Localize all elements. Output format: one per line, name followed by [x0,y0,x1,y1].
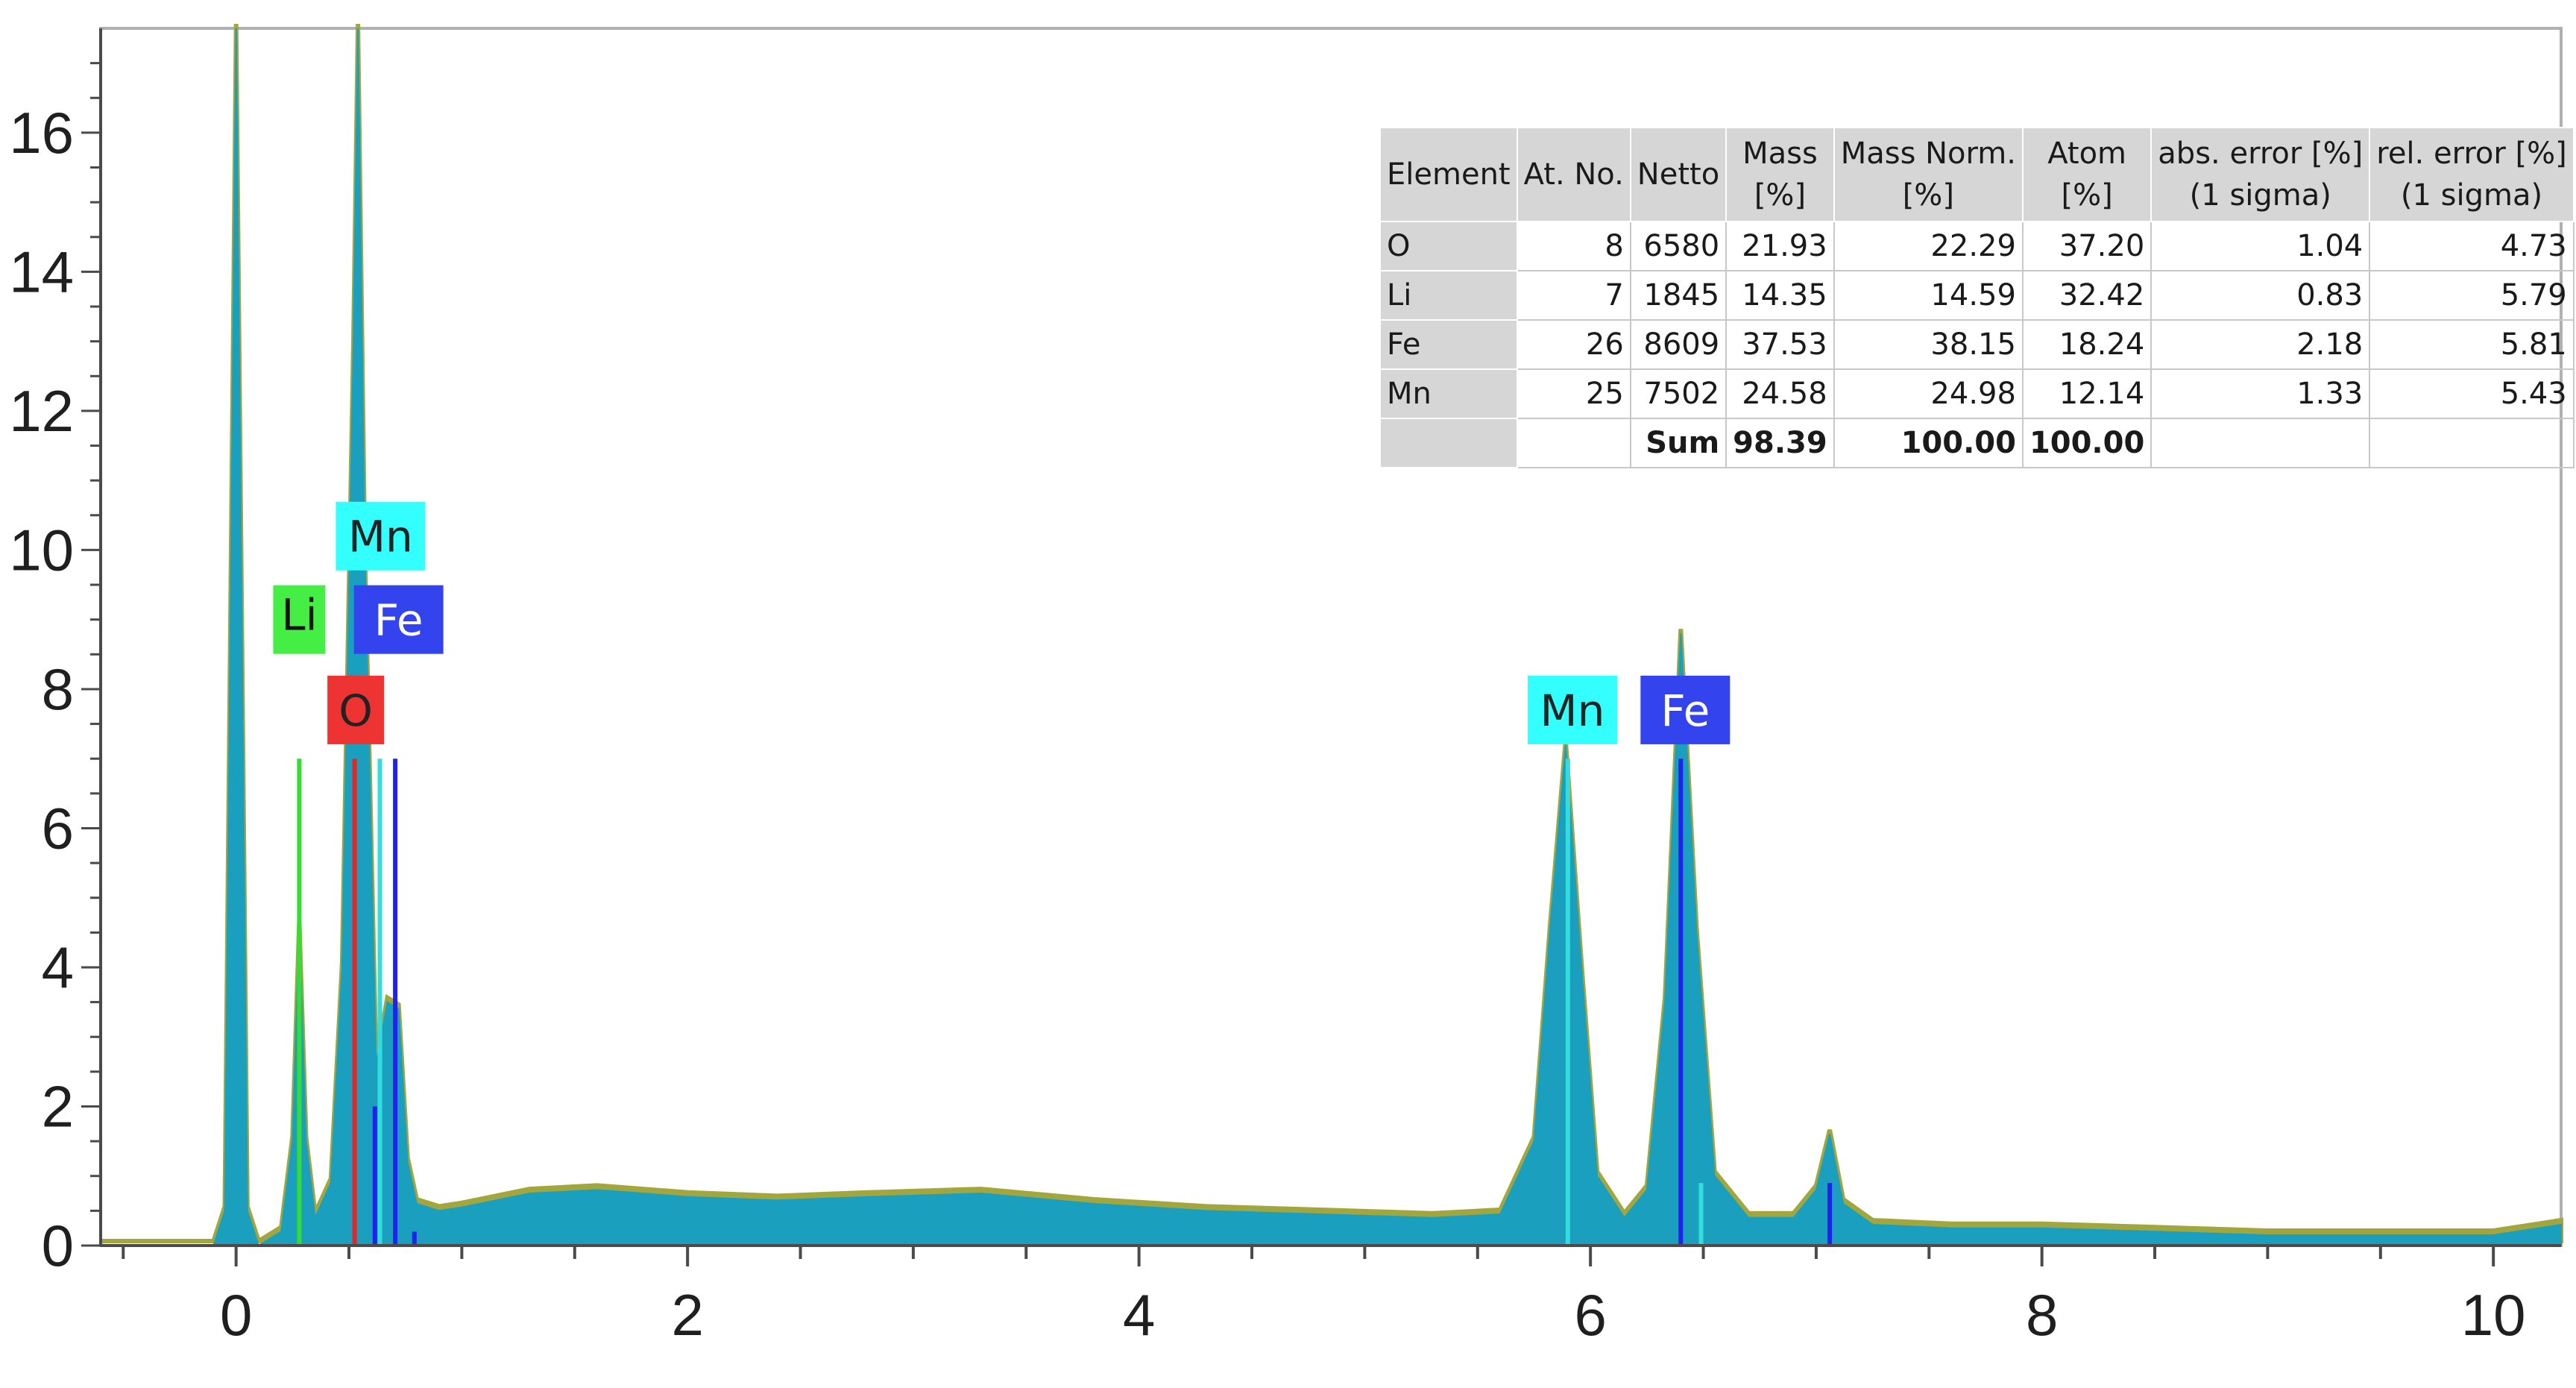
y-tick-label-8: 8 [42,656,74,722]
peak-label-text: Mn [348,512,413,562]
table-cell: 4.73 [2369,221,2575,271]
peak-label-mn-0: Mn [336,501,426,571]
peak-label-fe-2: Fe [353,585,444,654]
y-tick-label-2: 2 [42,1073,74,1139]
axes: 0 2 4 6 8 10 0 2 4 6 8 10 12 14 16 [9,28,2561,1348]
peak-label-text: Mn [1540,685,1605,736]
peak-label-box [336,501,426,571]
element-marker-lines [297,759,1833,1246]
y-tick-label-12: 12 [9,378,74,444]
table-cell: 24.98 [1833,368,2024,419]
table-cell: O [1379,221,1518,271]
x-tick-label-2: 2 [671,1282,703,1348]
table-cell: 7 [1516,270,1631,321]
table-cell: Sum [1629,418,1728,468]
peak-label-li-1: Li [273,585,326,654]
y-tick-label-10: 10 [9,517,74,582]
peak-label-text: O [338,685,373,736]
table-cell: 1.04 [2150,221,2371,271]
y-tick-label-0: 0 [42,1213,74,1278]
x-tick-label-10: 10 [2461,1282,2526,1348]
table-row: Fe 26 8609 37.53 38.15 18.24 2.18 5.81 [1379,319,2575,370]
table-cell: 1.33 [2150,368,2371,419]
table-header-cell: Mass Norm. [%] [1833,127,2024,222]
table-cell: 21.93 [1725,221,1835,271]
table-body: O 8 6580 21.93 22.29 37.20 1.04 4.73 Li 7 1845 14.3… [1379,221,2575,468]
peak-label-box [1640,675,1731,744]
table-header-cell: Element [1379,127,1518,222]
table-header-cell: abs. error [%] (1 sigma) [2150,127,2371,222]
x-tick-label-8: 8 [2026,1282,2058,1348]
peak-label-text: Fe [1660,685,1710,736]
table-cell [1516,418,1631,468]
table-cell: 14.59 [1833,270,2024,321]
table-cell: 6580 [1629,221,1728,271]
spectrum-series-0 [101,28,2562,1247]
table-cell: 5.81 [2369,319,2575,370]
table-cell: 1845 [1629,270,1728,321]
table-cell: 18.24 [2021,319,2153,370]
table-cell: 98.39 [1725,418,1835,468]
table-cell: 5.79 [2369,270,2575,321]
y-tick-label-4: 4 [42,935,74,1000]
table-cell: 5.43 [2369,368,2575,419]
table-cell: 7502 [1629,368,1728,419]
table-cell [2150,418,2371,468]
peak-label-mn-4: Mn [1527,675,1617,744]
table-cell [2369,418,2575,468]
x-tick-label-4: 4 [1123,1282,1155,1348]
table-header-row: Element At. No. Netto Mass [%] Mass Norm. [%… [1379,127,2575,222]
table-header-cell: At. No. [1516,127,1631,222]
x-tick-label-6: 6 [1574,1282,1606,1348]
table-row: Li 7 1845 14.35 14.59 32.42 0.83 5.79 [1379,270,2575,321]
table-cell: 100.00 [2021,418,2153,468]
y-tick-label-14: 14 [9,239,74,304]
y-tick-label-16: 16 [9,100,74,166]
table-cell: Li [1379,270,1518,321]
table-cell: 22.29 [1833,221,2024,271]
table-cell: 2.18 [2150,319,2371,370]
y-tick-label-6: 6 [42,795,74,861]
peak-label-box [1527,675,1617,744]
table-header-cell: rel. error [%] (1 sigma) [2369,127,2575,222]
table-cell: 26 [1516,319,1631,370]
table-cell: 14.35 [1725,270,1835,321]
table-cell: 37.20 [2021,221,2153,271]
spectrum-area [101,23,2563,1247]
table-header-cell: Atom [%] [2021,127,2153,222]
table-cell: 32.42 [2021,270,2153,321]
quantification-table: Element At. No. Netto Mass [%] Mass Norm. [%… [1379,127,2575,468]
table-cell: 8 [1516,221,1631,271]
table-cell: 12.14 [2021,368,2153,419]
table-sum-row: Sum 98.39 100.00 100.00 [1379,418,2575,468]
peak-label-text: Li [281,589,317,640]
x-tick-label-0: 0 [220,1282,252,1348]
peak-label-box [327,675,385,744]
table-row: O 8 6580 21.93 22.29 37.20 1.04 4.73 [1379,221,2575,271]
table-header-cell: Mass [%] [1725,127,1835,222]
table-cell: 24.58 [1725,368,1835,419]
table-header-cell: Netto [1629,127,1728,222]
peak-label-box [273,585,326,654]
peak-label-o-3: O [327,675,385,744]
peak-label-box [353,585,444,654]
table-cell [1379,418,1518,468]
table-cell: 38.15 [1833,319,2024,370]
table-cell: Fe [1379,319,1518,370]
table-cell: 25 [1516,368,1631,419]
peak-label-fe-5: Fe [1640,675,1731,744]
table-cell: 8609 [1629,319,1728,370]
table-cell: Mn [1379,368,1518,419]
table-cell: 100.00 [1833,418,2024,468]
table-cell: 37.53 [1725,319,1835,370]
table-cell: 0.83 [2150,270,2371,321]
peak-label-text: Fe [374,595,423,646]
table-row: Mn 25 7502 24.58 24.98 12.14 1.33 5.43 [1379,368,2575,419]
